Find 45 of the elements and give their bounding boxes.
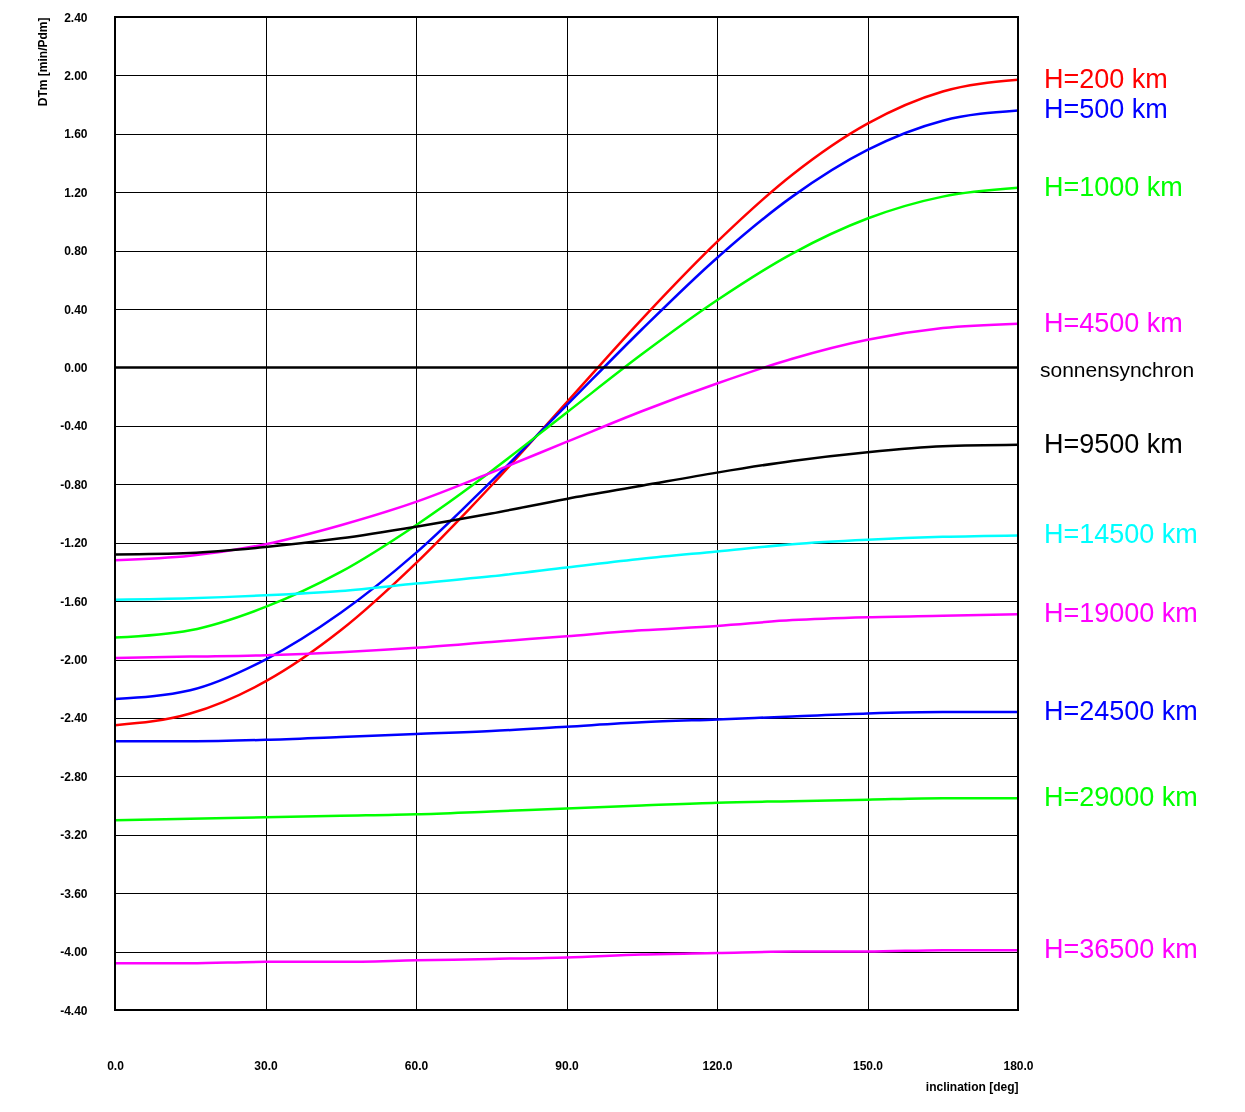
x-tick-label: 120.0 <box>702 1058 733 1073</box>
y-axis-title: DTm [min/Pdm] <box>36 17 51 107</box>
line-series <box>115 948 1018 965</box>
x-tick-label: 90.0 <box>555 1058 579 1073</box>
line-series <box>115 710 1018 743</box>
y-tick-label: -3.60 <box>60 886 88 901</box>
x-tick-label: 150.0 <box>852 1058 884 1073</box>
series-label: H=200 km <box>1044 63 1168 94</box>
y-tick-label: 1.20 <box>64 185 88 200</box>
x-tick-label: 30.0 <box>254 1058 278 1073</box>
y-tick-label: 0.80 <box>64 244 88 259</box>
y-tick-label: -3.20 <box>60 828 88 843</box>
y-tick-label: -4.40 <box>60 1003 88 1018</box>
line-series <box>115 186 1018 639</box>
x-axis-title: inclination [deg] <box>925 1079 1019 1094</box>
y-tick-label: -2.80 <box>60 769 88 784</box>
y-tick-label: -1.60 <box>60 594 88 609</box>
series-label: H=1000 km <box>1044 171 1183 202</box>
series-label: H=19000 km <box>1044 598 1198 629</box>
line-series <box>115 613 1018 660</box>
y-tick-label: -2.00 <box>60 653 88 668</box>
y-tick-label: 2.00 <box>64 68 88 83</box>
y-tick-label: 0.00 <box>64 360 88 375</box>
y-tick-label: -2.40 <box>60 711 88 726</box>
series-label: H=9500 km <box>1044 428 1183 459</box>
line-series <box>115 797 1018 822</box>
series-label: H=500 km <box>1044 94 1168 125</box>
line-series <box>115 322 1018 562</box>
y-tick-label: -0.40 <box>60 419 88 434</box>
x-tick-label: 180.0 <box>1003 1058 1034 1073</box>
series-label: H=36500 km <box>1044 934 1198 965</box>
line-series <box>115 534 1018 601</box>
y-tick-label: 1.60 <box>64 127 88 142</box>
y-tick-label: -0.80 <box>60 477 88 492</box>
text: sonnensynchron <box>1040 358 1195 381</box>
y-tick-label: -4.00 <box>60 945 88 960</box>
series-label: H=14500 km <box>1044 519 1198 550</box>
y-tick-label: -1.20 <box>60 536 88 551</box>
x-tick-label: 0.0 <box>107 1058 125 1073</box>
y-tick-label: 2.40 <box>64 10 88 25</box>
x-tick-label: 60.0 <box>404 1058 429 1073</box>
y-tick-label: 0.40 <box>64 302 88 317</box>
series-label: H=29000 km <box>1044 782 1198 813</box>
series-label: H=24500 km <box>1044 696 1198 727</box>
series-label: H=4500 km <box>1044 307 1183 338</box>
